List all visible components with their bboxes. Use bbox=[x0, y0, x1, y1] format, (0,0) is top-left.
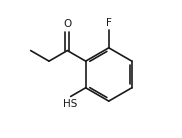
Text: HS: HS bbox=[63, 99, 77, 109]
Text: F: F bbox=[106, 18, 112, 28]
Text: O: O bbox=[63, 19, 72, 29]
